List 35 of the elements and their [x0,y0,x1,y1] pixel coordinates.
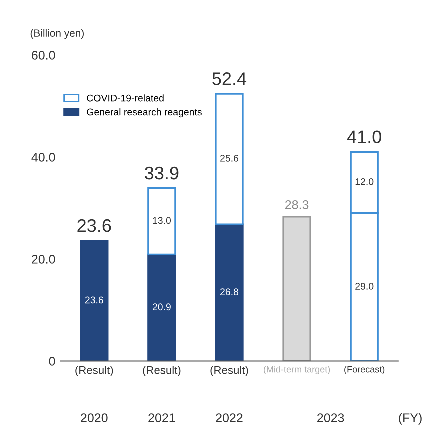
bar [282,216,312,362]
data-label: 12.0 [356,178,374,186]
bar [80,240,109,362]
y-tick-label: 60.0 [32,51,56,60]
data-label: 29.0 [356,283,374,290]
y-tick-label: 40.0 [32,153,56,162]
bar [215,93,244,226]
x-tick-label: (Result) [210,366,248,376]
data-label: 26.8 [220,288,239,296]
bar [148,254,176,362]
data-label: 20.9 [152,304,171,311]
total-label: 33.9 [145,166,179,180]
text: 2022 [216,414,243,422]
legend-label: General research reagents [87,108,202,118]
y-tick-label: 20.0 [32,255,56,264]
total-label: 23.6 [78,219,112,232]
total-label: 41.0 [347,130,382,144]
x-tick-label: (Result) [76,366,114,376]
data-label: 23.6 [85,296,104,304]
y-tick-label: 0 [49,357,56,366]
bar [215,224,244,362]
text: 2020 [81,414,108,422]
total-label: 28.3 [286,200,309,210]
total-label: 52.4 [212,72,247,86]
data-label: 25.6 [220,155,239,162]
y-axis-title: (Billion yen) [30,29,84,40]
x-tick-label: (Forecast) [344,366,385,375]
text: 2021 [148,414,176,422]
x-tick-label: (Mid-term target) [264,366,330,375]
x-tick-label: (Result) [143,366,181,376]
data-label: 13.0 [153,217,172,224]
text: (FY) [399,413,422,425]
bar [148,188,176,256]
legend-label: COVID-19-related [87,94,164,102]
text: 2023 [318,414,344,422]
